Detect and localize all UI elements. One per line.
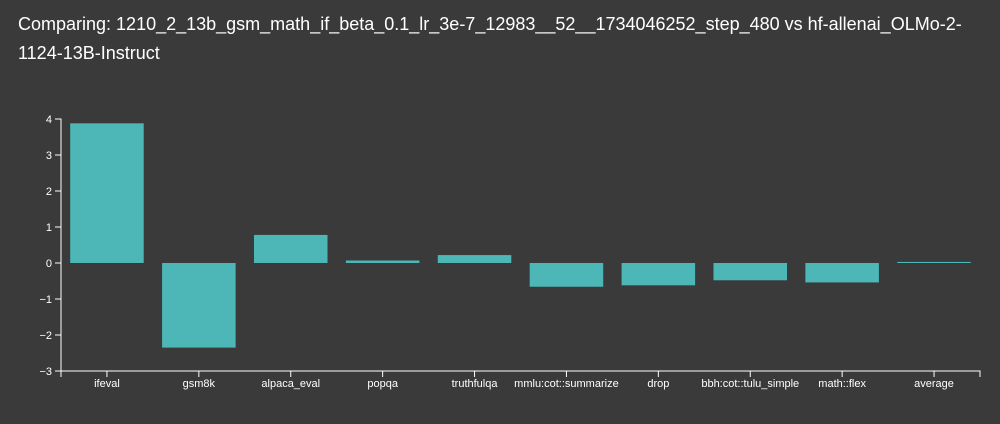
y-axis: −3 −2 −1 0 1 2 3 4 <box>39 114 62 378</box>
x-axis-line <box>60 370 981 377</box>
bar-ifeval <box>70 123 144 263</box>
x-tick-label-bbh:cot::tulu_simple: bbh:cot::tulu_simple <box>701 378 799 390</box>
x-tick-label-gsm8k: gsm8k <box>183 378 216 390</box>
x-tick-label-math::flex: math::flex <box>818 378 866 390</box>
bar-average <box>897 261 971 263</box>
x-tick-label-average: average <box>914 378 954 390</box>
bar-popqa <box>345 260 420 263</box>
x-tick-label-truthfulqa: truthfulqa <box>452 378 499 390</box>
x-axis: ifeval gsm8k alpaca_eval popqa truthfulqa mml… <box>60 370 981 390</box>
x-tick-label-alpaca_eval: alpaca_eval <box>261 378 320 390</box>
bar-alpaca_eval <box>253 234 328 263</box>
y-tick-label: −3 <box>39 366 52 378</box>
y-tick-label: −1 <box>39 294 52 306</box>
x-tick-label-ifeval: ifeval <box>94 378 120 390</box>
y-tick-label: 1 <box>46 222 52 234</box>
bar-bbh:cot::tulu_simple <box>713 263 788 281</box>
y-axis-line <box>55 118 62 372</box>
y-tick-label: 4 <box>46 114 52 126</box>
y-tick-label: 3 <box>46 150 52 162</box>
chart-title: Comparing: 1210_2_13b_gsm_math_if_beta_0… <box>18 14 962 63</box>
bar-mmlu:cot::summarize <box>529 263 604 287</box>
x-tick-label-drop: drop <box>647 378 669 390</box>
bar-truthfulqa <box>437 255 512 263</box>
y-tick-label: −2 <box>39 330 52 342</box>
bars <box>70 123 971 348</box>
bar-gsm8k <box>162 263 236 348</box>
x-tick-label-mmlu:cot::summarize: mmlu:cot::summarize <box>514 378 619 390</box>
y-tick-label: 0 <box>46 258 52 270</box>
bar-math::flex <box>805 263 879 283</box>
x-tick-label-popqa: popqa <box>367 378 398 390</box>
y-tick-label: 2 <box>46 186 52 198</box>
bar-drop <box>621 263 696 286</box>
